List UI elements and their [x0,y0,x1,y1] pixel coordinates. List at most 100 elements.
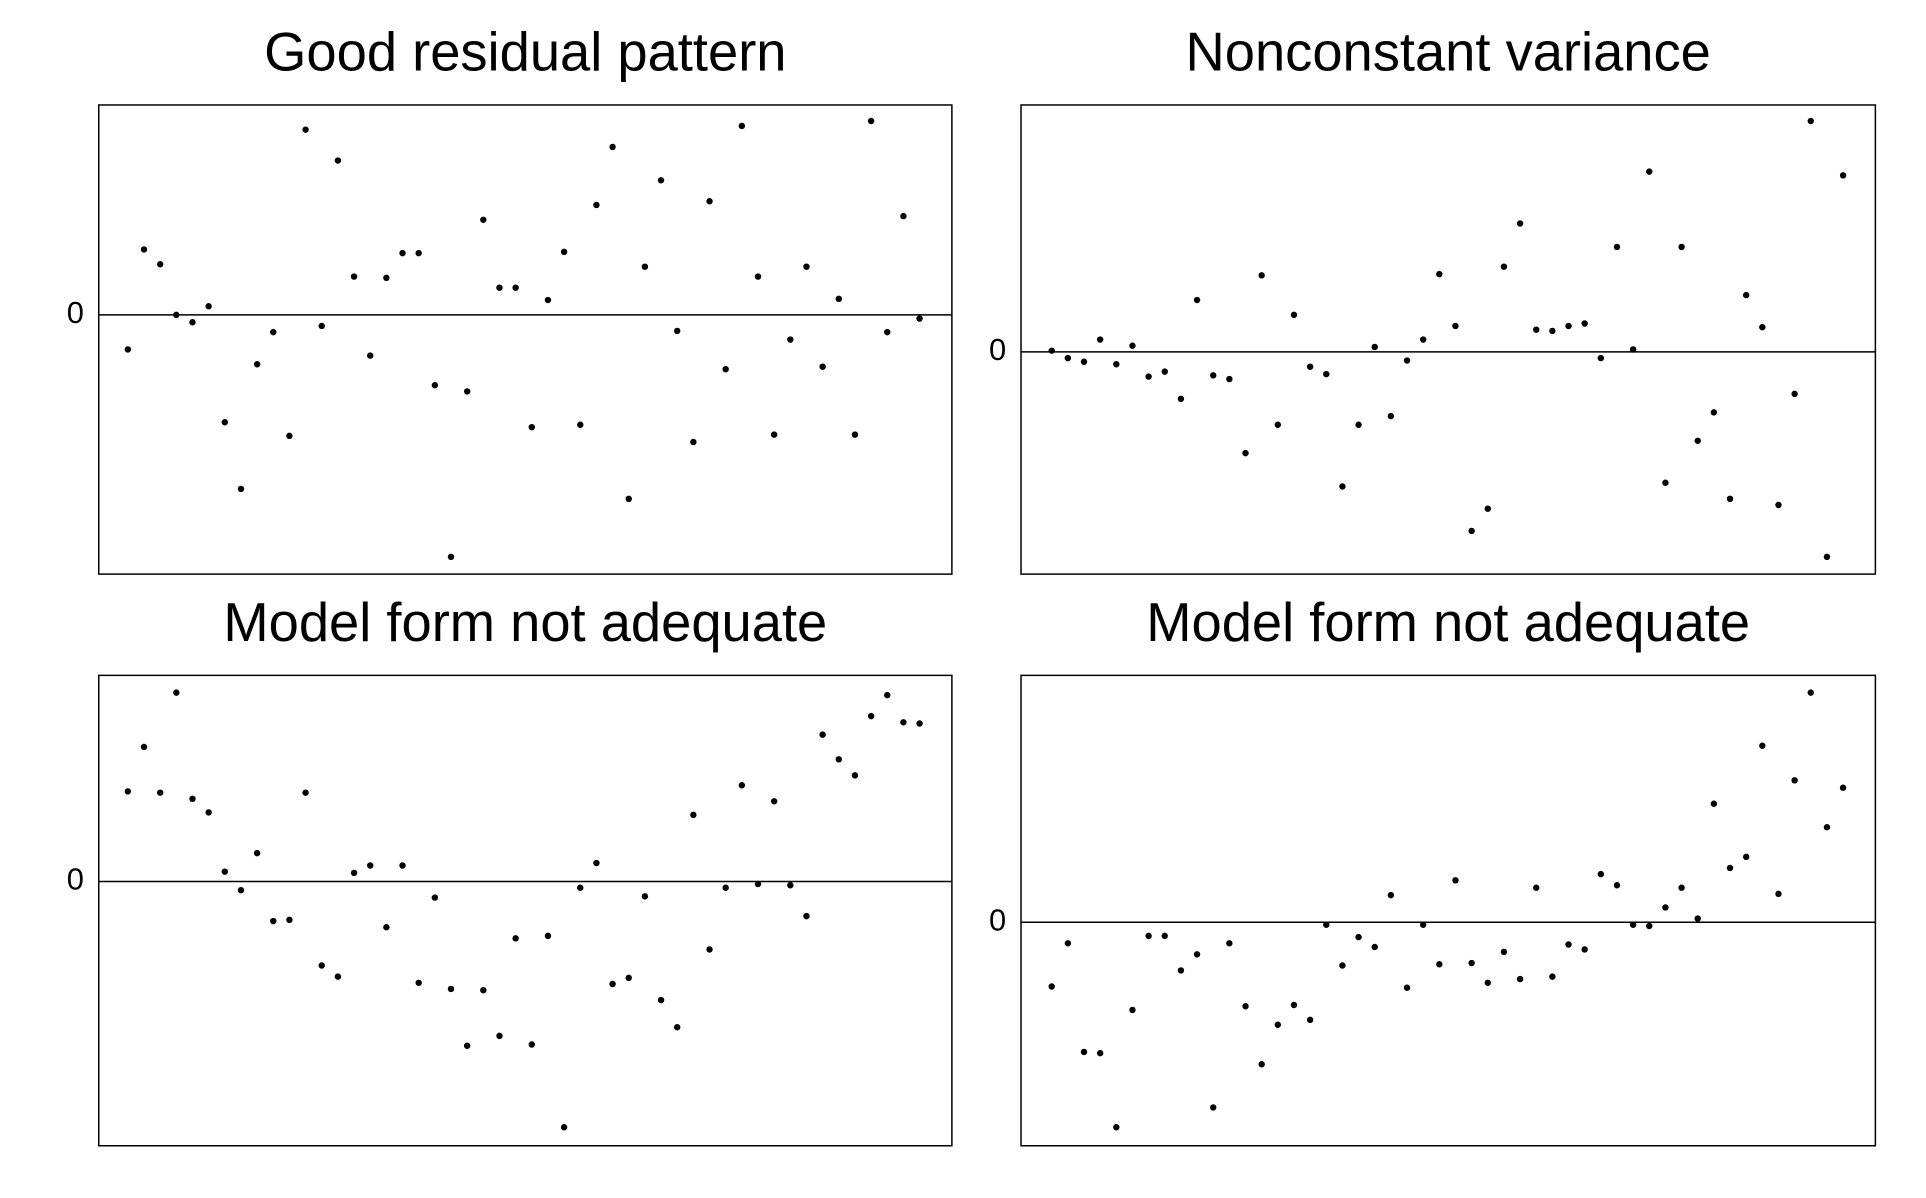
point [1662,479,1669,486]
point [463,388,471,395]
point [302,789,309,796]
point [1839,172,1847,179]
point [1742,291,1750,299]
point [819,363,826,370]
point [593,859,600,867]
point [1096,1049,1104,1057]
point [1581,320,1588,327]
point [1726,495,1734,503]
point [1436,270,1443,278]
point [787,336,794,343]
point [1565,941,1572,948]
point [1355,933,1362,941]
point [415,249,422,257]
point [318,962,325,969]
point [1339,962,1346,969]
point [1597,870,1605,878]
point [1823,824,1831,831]
point [819,731,826,738]
point [690,438,697,446]
point [884,691,891,699]
point [706,198,713,205]
point [1694,915,1701,922]
point [884,328,891,336]
point [1323,921,1330,928]
point [496,284,503,291]
point [641,893,649,900]
point [1839,784,1847,791]
point [1048,983,1055,990]
point [1807,689,1814,696]
point [512,284,519,291]
point [480,216,487,223]
point [1549,327,1556,335]
point [1355,421,1362,428]
point [1177,395,1185,403]
point [286,916,293,924]
point [350,869,358,877]
point [1129,1006,1136,1014]
point [1791,390,1798,398]
point [673,327,681,335]
point [1646,168,1653,175]
point [399,862,406,869]
point [1759,323,1766,331]
point [528,423,536,431]
point [1775,890,1782,898]
point [803,912,810,920]
point [1629,921,1637,928]
point [770,798,778,805]
point [1306,1016,1314,1024]
point [803,263,810,270]
point [1258,1061,1265,1068]
point [463,1042,471,1049]
point [657,996,665,1004]
plot-frame [1020,674,1877,1147]
point [1549,973,1556,980]
point [1064,354,1072,362]
plot-frame [98,104,953,575]
point [286,432,293,440]
plot-frame [98,674,953,1147]
point [124,346,132,353]
point [1258,272,1265,279]
point [1080,358,1088,365]
point [1129,342,1136,349]
point [528,1041,536,1048]
point [1226,375,1233,383]
point [334,157,342,164]
point [1726,864,1734,872]
point [1306,363,1314,370]
point [480,986,487,994]
point [1113,1124,1120,1131]
point [1452,877,1459,884]
point [916,315,923,322]
point [1210,1104,1217,1111]
point [173,689,180,696]
point [867,712,875,720]
point [577,884,584,891]
chart-title: Nonconstant variance [1186,21,1711,82]
point [237,485,245,493]
point [577,421,584,428]
point [1581,946,1588,953]
point [1807,117,1814,125]
point [1533,326,1540,333]
point [1371,943,1378,951]
point [544,932,552,940]
point [835,756,842,763]
point [173,311,180,319]
point [270,328,277,336]
point [1096,336,1104,343]
point [1452,322,1459,330]
point [1161,932,1168,940]
point [722,884,729,891]
point [1710,800,1718,807]
point [334,973,342,980]
y-tick-label: 0 [989,902,1006,937]
point [544,296,552,304]
point [1080,1048,1088,1056]
point [156,789,164,796]
point [496,1032,503,1040]
point [1113,361,1120,368]
